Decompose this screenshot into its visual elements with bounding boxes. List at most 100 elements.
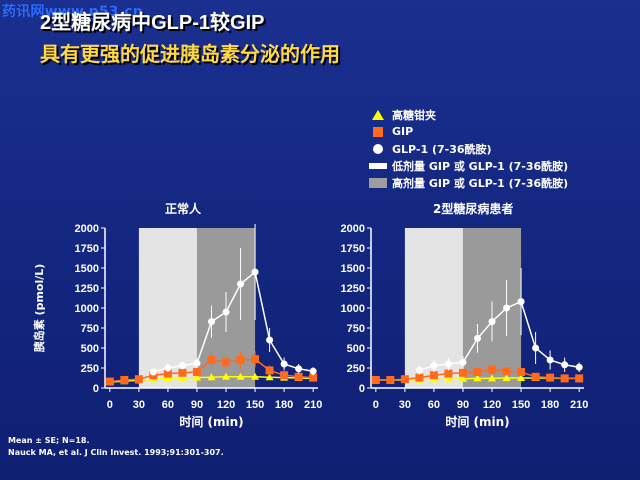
legend-label: GIP (392, 125, 414, 138)
data-point-square (444, 369, 453, 378)
x-axis-label: 时间 (min) (445, 414, 509, 429)
y-tick-label: 1250 (75, 283, 99, 295)
chart-panel-0: 0 250 500 750 1000 1250 1500 1750 2000 0 30 60 90 120… (32, 223, 322, 429)
y-tick-label: 1000 (341, 303, 365, 315)
legend-item-low-dose: 低剂量 GIP 或 GLP-1 (7-36酰胺) (364, 157, 634, 174)
y-tick-label: 1500 (341, 263, 365, 275)
data-point-triangle (236, 372, 245, 380)
yellow-triangle-icon (372, 109, 384, 120)
y-tick-label: 1750 (75, 243, 99, 255)
legend-item-high-dose: 高剂量 GIP 或 GLP-1 (7-36酰胺) (364, 174, 634, 191)
data-point-triangle (207, 373, 216, 381)
chart-legend: 高糖钳夹 GIP GLP-1 (7-36酰胺) 低剂量 GIP 或 GLP-1 … (364, 106, 634, 191)
data-point-square (280, 371, 289, 380)
y-tick-label: 0 (93, 383, 99, 395)
data-point-square (236, 356, 245, 364)
legend-item-gip: GIP (364, 123, 634, 140)
x-tick-label: 210 (304, 399, 322, 411)
data-point-circle (532, 344, 540, 352)
light-bar-icon (369, 162, 387, 169)
slide-title-line1: 2型糖尿病中GLP-1较GIP (40, 12, 265, 34)
data-point-circle (517, 298, 525, 306)
data-point-triangle (265, 373, 274, 381)
dark-bar-icon (369, 177, 387, 188)
data-point-square (371, 376, 380, 384)
legend-label: GLP-1 (7-36酰胺) (392, 142, 492, 156)
data-point-circle (488, 318, 496, 326)
y-tick-label: 1250 (341, 283, 365, 295)
data-point-circle (503, 304, 511, 312)
data-point-square (265, 366, 274, 375)
y-axis-label: 胰岛素 (pmol/L) (32, 264, 46, 354)
data-point-circle (546, 356, 554, 364)
data-point-circle (208, 318, 215, 326)
y-tick-label: 500 (347, 343, 365, 355)
legend-label: 高剂量 GIP 或 GLP-1 (7-36酰胺) (392, 176, 569, 190)
data-point-circle (178, 362, 186, 370)
data-point-square (309, 373, 318, 382)
data-point-square (163, 369, 172, 378)
y-tick-label: 750 (81, 323, 99, 335)
y-tick-label: 750 (347, 323, 365, 335)
y-tick-label: 1000 (75, 303, 99, 315)
panel-title-t2dm: 2型糖尿病患者 (433, 202, 514, 216)
x-tick-label: 30 (399, 399, 411, 411)
chart-panel-1: 0 250 500 750 1000 1250 1500 1750 2000 0 30 60 90 120… (341, 223, 589, 429)
data-point-square (429, 371, 438, 380)
y-tick-label: 2000 (341, 223, 365, 235)
x-tick-label: 90 (457, 399, 469, 411)
legend-item-clamp: 高糖钳夹 (364, 106, 634, 123)
x-tick-label: 90 (191, 399, 203, 411)
x-tick-label: 210 (570, 399, 588, 411)
y-tick-label: 0 (359, 383, 365, 395)
data-point-square (488, 365, 497, 374)
y-tick-label: 1500 (75, 263, 99, 275)
data-point-circle (309, 367, 317, 375)
x-tick-label: 60 (428, 399, 440, 411)
data-point-square (400, 375, 409, 384)
data-point-square (415, 373, 424, 382)
data-point-circle (193, 359, 201, 367)
data-point-square (531, 372, 540, 381)
data-point-square (458, 368, 467, 377)
data-point-square (546, 373, 555, 382)
data-point-circle (237, 280, 245, 288)
data-point-circle (164, 364, 172, 372)
x-tick-label: 60 (162, 399, 174, 411)
watermark-text: 药讯网www.p53.cn (2, 4, 143, 20)
data-point-circle (430, 362, 438, 370)
data-point-triangle (502, 374, 511, 381)
x-tick-label: 120 (483, 399, 501, 411)
y-tick-label: 500 (81, 343, 99, 355)
data-point-triangle (192, 373, 201, 381)
footer-citation: Nauck MA, et al. J Clin Invest. 1993;91:… (8, 448, 224, 457)
y-tick-label: 250 (347, 363, 365, 375)
x-axis-label: 时间 (min) (179, 414, 243, 429)
data-point-triangle (163, 374, 172, 382)
data-point-triangle (458, 374, 467, 382)
data-point-circle (444, 360, 452, 368)
data-point-circle (280, 360, 288, 368)
data-point-triangle (473, 374, 482, 382)
white-circle-icon (373, 143, 383, 154)
data-point-square (105, 377, 114, 386)
slide-title-line2: 具有更强的促进胰岛素分泌的作用 (40, 42, 340, 66)
data-point-circle (295, 365, 303, 373)
data-point-square (560, 374, 569, 383)
panel-title-normal: 正常人 (165, 202, 202, 216)
x-tick-label: 180 (275, 399, 293, 411)
data-point-triangle (444, 375, 453, 383)
data-point-triangle (251, 372, 260, 380)
data-point-square (120, 376, 129, 384)
y-tick-label: 250 (81, 363, 99, 375)
data-point-circle (575, 363, 583, 371)
x-tick-label: 180 (541, 399, 559, 411)
data-point-triangle (517, 374, 526, 381)
data-point-square (222, 358, 231, 367)
data-point-circle (459, 358, 467, 366)
data-point-triangle (488, 374, 497, 382)
data-point-square (473, 368, 482, 376)
data-point-square (178, 368, 187, 377)
data-point-square (502, 367, 511, 376)
x-tick-label: 30 (133, 399, 145, 411)
